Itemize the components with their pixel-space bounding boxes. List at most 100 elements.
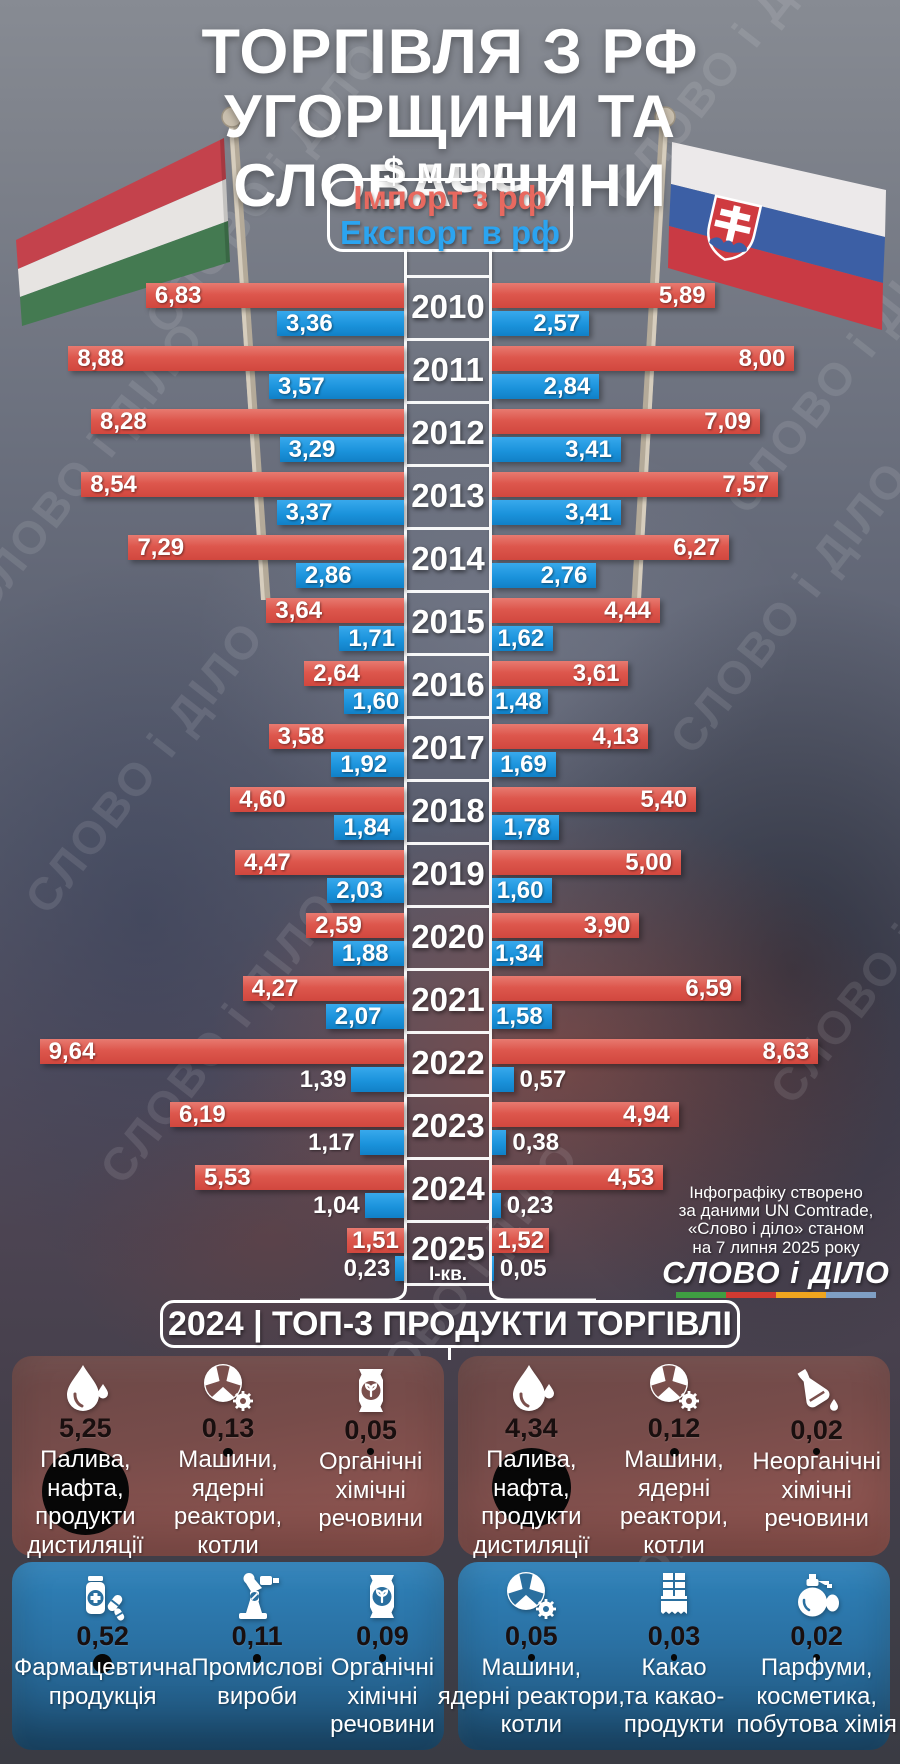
export-bar-slovakia-2015: 1,62 (492, 626, 554, 651)
product-label: Органічні хімічні речовини (318, 1448, 423, 1532)
bar-value-label: 1,60 (352, 688, 400, 715)
import-bar-slovakia-2011: 8,00 (492, 346, 795, 371)
bar-value-label: 0,23 (343, 1255, 391, 1282)
pharma-icon (77, 1568, 129, 1622)
import-bar-hungary-2022: 9,64 (39, 1038, 404, 1065)
value-dot (367, 1448, 374, 1455)
product-label: Машини, ядерні реактори, котли (173, 1446, 283, 1559)
export-bar-hungary-2011: 3,57 (269, 374, 404, 399)
logo-stripe-segment (676, 1292, 726, 1298)
year-separator-line (407, 401, 489, 404)
bar-value-label: 8,54 (90, 471, 137, 498)
bar-value-label: 4,13 (592, 723, 640, 750)
year-separator-line (407, 842, 489, 845)
export-bar-hungary-2020: 1,88 (332, 941, 404, 966)
export-bar-hungary-2021: 2,07 (325, 1003, 404, 1030)
bar-value-label: 8,28 (100, 408, 147, 435)
bar-value-label: 3,61 (572, 660, 620, 687)
export-bar-hungary-2025 (395, 1256, 404, 1281)
bar-value-label: 0,57 (519, 1066, 567, 1093)
bar-value-label: 2,76 (540, 562, 588, 589)
import-bar-hungary-2014: 7,29 (128, 535, 404, 560)
bar-value-label: 2,07 (334, 1003, 382, 1030)
legend-export-label: Експорт в рф (339, 214, 561, 251)
export-bar-hungary-2018: 1,84 (334, 815, 404, 840)
product-value: 0,05 (344, 1415, 397, 1445)
bar-value-label: 9,64 (48, 1038, 96, 1065)
product-value: 4,34 (505, 1413, 558, 1443)
import-bar-hungary-2013: 8,54 (81, 472, 404, 497)
export-bar-slovakia-2019: 1,60 (492, 878, 553, 903)
perfume-icon (791, 1568, 843, 1622)
bottom-section-header: 2024 | ТОП-3 ПРОДУКТИ ТОРГІВЛІ (160, 1300, 740, 1348)
import-bar-hungary-2018: 4,60 (230, 787, 404, 812)
bar-value-label: 1,84 (343, 814, 391, 841)
quarter-label: І-кв. (428, 1264, 468, 1285)
export-bar-hungary-2015: 1,71 (339, 626, 404, 651)
bar-value-label: 2,84 (543, 373, 591, 400)
product-label: Органічні хімічні речовини (330, 1654, 435, 1738)
bar-value-label: 6,59 (685, 975, 733, 1002)
export-product-hungary: 0,11 Промислові вироби (191, 1568, 323, 1750)
import-bar-slovakia-2016: 3,61 (492, 660, 629, 687)
import-bar-slovakia-2014: 6,27 (492, 535, 729, 560)
value-dot (223, 1448, 233, 1458)
bar-value-label: 2,64 (313, 660, 360, 687)
inorganic-chem-icon (791, 1362, 843, 1416)
background-watermark: СЛОВО і ДІЛО (14, 610, 275, 924)
value-dot (528, 1654, 535, 1661)
bar-value-label: 4,27 (251, 975, 299, 1002)
export-bar-slovakia-2025 (492, 1256, 494, 1281)
export-product-slovakia: 0,02 Парфуми, косметика, побутова хімія (737, 1568, 897, 1750)
bar-value-label: 2,59 (315, 912, 362, 939)
bar-value-label: 5,53 (203, 1164, 251, 1191)
year-separator-line (407, 338, 489, 341)
bar-value-label: 6,19 (179, 1101, 226, 1128)
import-bar-slovakia-2019: 5,00 (492, 850, 681, 875)
import-product-hungary: 0,13 Машини, ядерні реактори, котли (157, 1362, 300, 1559)
product-value: 5,25 (59, 1413, 112, 1443)
bar-value-label: 1,69 (500, 751, 547, 778)
year-label: 2014 (411, 540, 485, 577)
year-label: 2019 (411, 855, 485, 892)
export-bar-slovakia-2021: 1,58 (492, 1004, 552, 1029)
bar-value-label: 6,83 (154, 282, 202, 309)
bar-value-label: 0,38 (512, 1129, 560, 1156)
import-product-hungary: 0,05 Органічні хімічні речовини (299, 1362, 442, 1556)
year-label: 2024 (411, 1170, 485, 1207)
import-product-slovakia: 0,12 Машини, ядерні реактори, котли (603, 1362, 746, 1559)
import-product-slovakia: 0,02 Неорганічні хімічні речовини (745, 1362, 888, 1556)
product-label: Промислові вироби (191, 1654, 323, 1710)
source-note-line: Інфографіку створено (689, 1183, 863, 1202)
bar-value-label: 0,05 (499, 1255, 547, 1282)
bar-value-label: 4,60 (239, 786, 286, 813)
value-dot (41, 1448, 129, 1536)
bar-value-label: 7,57 (722, 471, 770, 498)
year-separator-line (407, 905, 489, 908)
logo-stripe-segment (726, 1292, 776, 1298)
legend-import-label: Імпорт з рф (353, 179, 547, 216)
product-value: 0,02 (790, 1415, 843, 1445)
bar-value-label: 7,09 (704, 408, 751, 435)
import-bar-hungary-2015: 3,64 (266, 598, 404, 623)
bar-value-label: 3,58 (277, 723, 325, 750)
bar-value-label: 5,40 (640, 786, 688, 813)
import-bar-slovakia-2018: 5,40 (492, 786, 697, 813)
import-bar-hungary-2012: 8,28 (91, 409, 404, 434)
bottom-section-header-label: 2024 | ТОП-3 ПРОДУКТИ ТОРГІВЛІ (167, 1304, 732, 1343)
bar-value-label: 1,52 (497, 1227, 545, 1254)
year-separator-line (407, 1220, 489, 1223)
export-bar-slovakia-2012: 3,41 (492, 437, 621, 462)
slovakia-exports-section: 0,05 Машини, ядерні реактори, котли 0,03 Ка… (438, 1562, 897, 1750)
bar-value-label: 1,51 (352, 1227, 399, 1254)
bar-value-label: 3,37 (285, 499, 333, 526)
bar-value-label: 3,41 (565, 436, 612, 463)
product-label: Машини, ядерні реактори, котли (437, 1654, 625, 1738)
bar-value-label: 2,57 (533, 310, 581, 337)
product-label: Какао та какао- продукти (623, 1654, 725, 1738)
value-dot (813, 1448, 820, 1455)
export-bar-hungary-2019: 2,03 (327, 878, 404, 903)
value-dot (93, 1654, 113, 1673)
nuclear-machinery-icon (202, 1362, 254, 1414)
logo-stripe-segment (826, 1292, 876, 1298)
